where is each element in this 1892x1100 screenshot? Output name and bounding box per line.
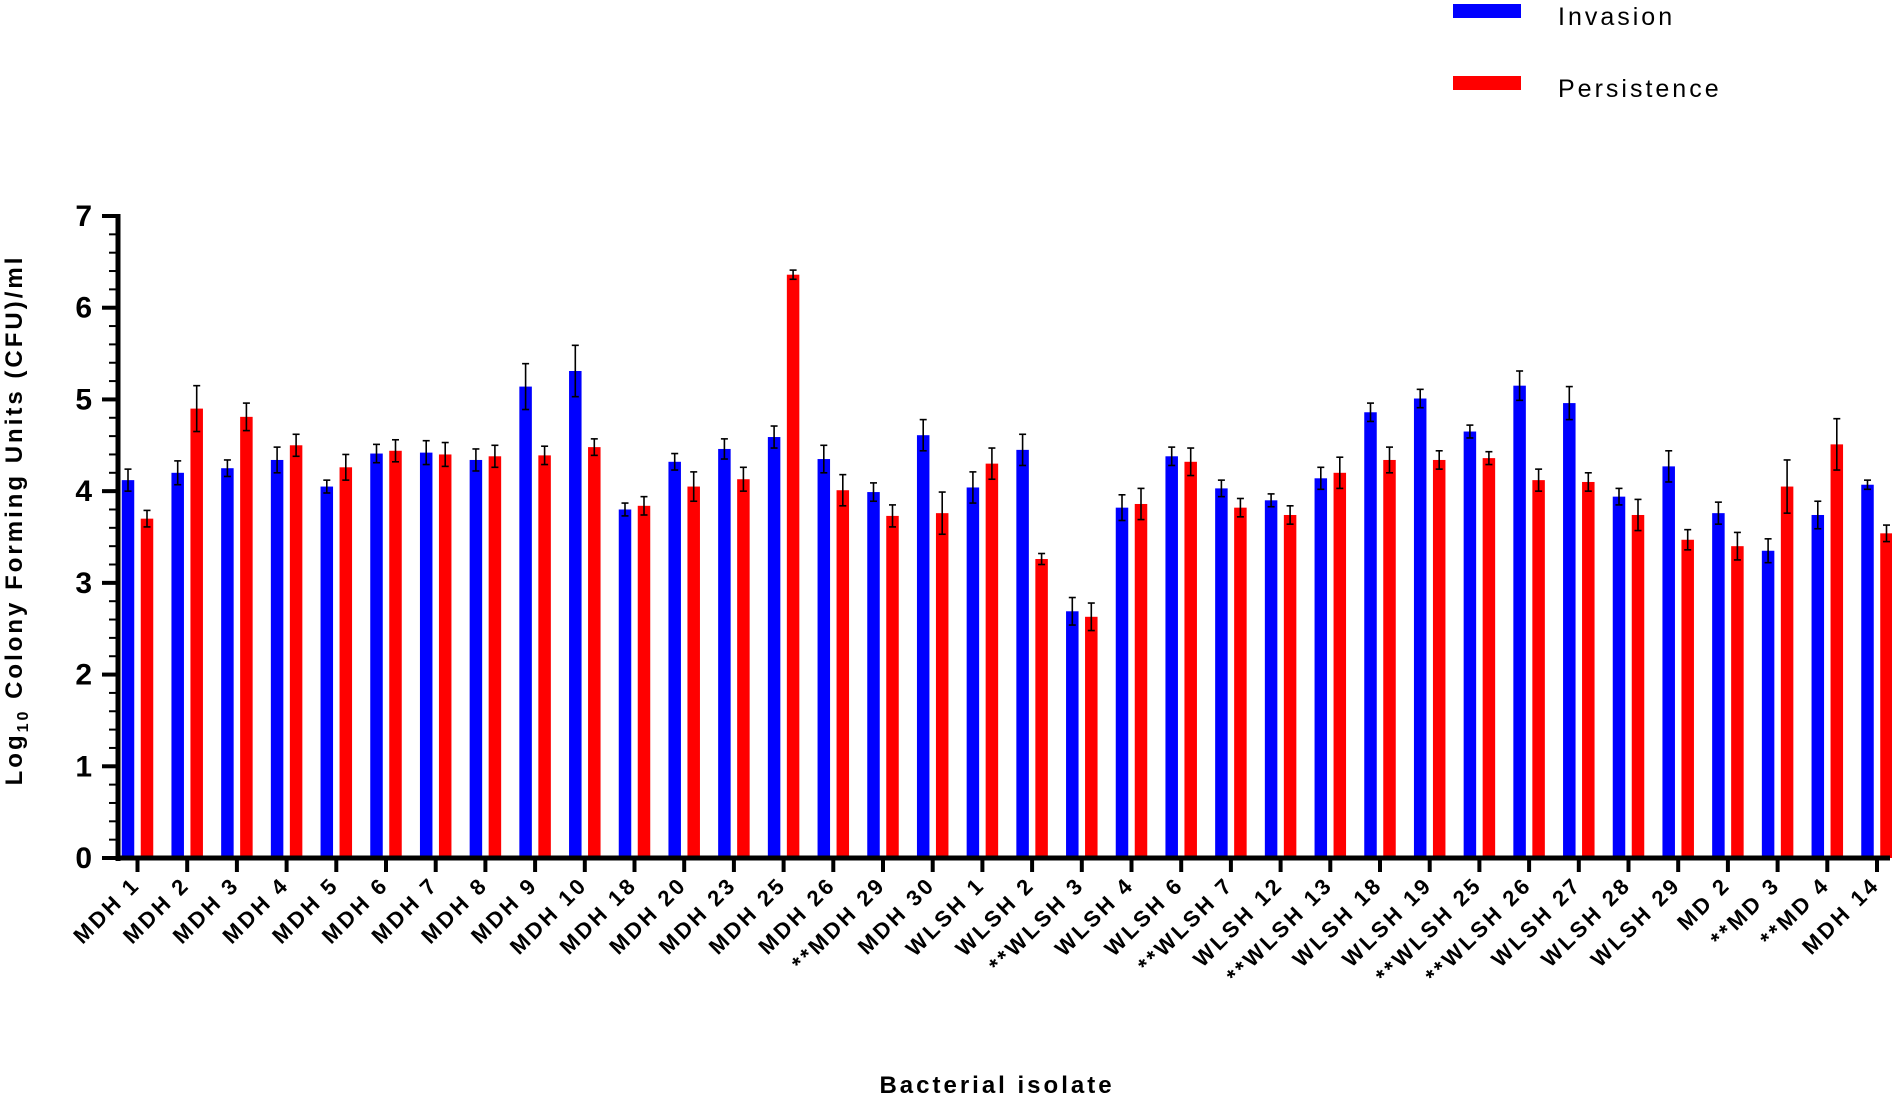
bar-persistence [1035,559,1048,858]
bar-invasion [320,486,334,858]
bar-persistence [488,456,502,858]
y-tick-label: 5 [75,383,92,416]
bar-persistence [737,479,750,858]
bar-persistence [1880,533,1892,858]
bar-persistence [1830,444,1844,858]
bar-invasion [1861,484,1874,858]
bar-persistence [1184,461,1197,858]
bar-invasion [668,461,681,858]
y-tick-label: 1 [75,750,92,783]
bar-persistence [438,454,452,858]
bar-invasion [569,370,582,858]
bar-invasion [121,480,135,858]
bar-invasion [1712,513,1725,858]
bar-invasion [270,459,284,858]
legend-swatch-invasion [1453,4,1521,18]
bar-invasion [1662,466,1675,858]
bar-invasion [1115,507,1129,858]
bar-invasion [469,459,483,858]
bar-invasion [718,448,731,858]
bar-persistence [637,505,651,858]
bar-persistence [1780,486,1794,858]
bar-invasion [171,472,184,858]
bar-invasion [519,386,532,858]
y-axis-title: Log10 Colony Forming Units (CFU)/ml [1,255,32,786]
y-axis-title-subscript: 10 [15,709,32,733]
bar-persistence [1482,458,1496,858]
bar-invasion [966,487,980,858]
bar-persistence [1085,616,1098,858]
legend-swatch-persistence [1453,76,1521,90]
legend-label-invasion: Invasion [1558,3,1675,31]
bar-persistence [1333,472,1347,858]
bar-persistence [1532,480,1545,858]
bar-persistence [886,515,899,858]
bar-persistence [289,445,303,858]
bar-persistence [935,513,949,858]
bar-invasion [767,437,781,858]
bar-persistence [339,467,353,858]
y-axis: 0 1 2 3 4 5 6 7 [75,200,121,875]
y-tick-label: 6 [75,292,92,325]
y-tick-label: 3 [75,567,92,600]
y-tick-label: 4 [75,475,92,508]
y-axis-title-rest: Colony Forming Units (CFU)/ml [1,255,28,709]
bar-persistence [1631,514,1645,858]
bar-persistence [389,450,402,858]
bar-persistence [140,518,154,858]
bar-invasion [1165,456,1178,858]
bar-persistence [1731,546,1744,858]
x-axis-title: Bacterial isolate [879,1072,1114,1099]
bar-persistence [1432,459,1446,858]
bar-invasion [221,468,234,858]
y-tick-label: 2 [75,659,92,692]
bar-invasion [1016,449,1029,858]
bar-persistence [1582,481,1595,858]
bar-persistence [687,486,700,858]
bar-invasion [1761,550,1775,858]
bar-persistence [538,455,551,858]
bar-invasion [1612,496,1626,858]
bar-invasion [1364,412,1377,858]
y-tick-label: 7 [75,200,92,233]
bar-invasion [916,435,930,858]
bar-persistence [786,274,800,858]
bar-persistence [190,408,203,858]
legend-label-persistence: Persistence [1558,75,1722,103]
bar-invasion [1413,398,1427,858]
bar-invasion [1264,500,1278,858]
bars [121,269,1892,858]
bar-invasion [867,492,880,858]
bar-persistence [836,490,850,858]
y-axis-title-log: Log [1,732,28,785]
bar-invasion [1563,403,1576,858]
bar-invasion [370,453,383,858]
bar-persistence [240,416,253,858]
bar-invasion [618,509,632,858]
y-tick-label: 0 [75,842,92,875]
bar-invasion [1066,611,1079,858]
bar-invasion [1215,488,1228,858]
bar-invasion [1513,385,1526,858]
bar-persistence [1681,539,1694,858]
bar-persistence [1383,459,1396,858]
bar-persistence [1134,503,1148,858]
bar-persistence [1283,514,1297,858]
bar-invasion [1811,514,1825,858]
bar-invasion [1463,431,1477,858]
bar-persistence [1234,507,1247,858]
bar-persistence [588,447,601,858]
bar-invasion [1314,478,1328,858]
bar-persistence [985,463,999,858]
bar-invasion [817,459,831,858]
bar-invasion [419,452,433,858]
legend: Invasion Persistence [1453,3,1722,103]
